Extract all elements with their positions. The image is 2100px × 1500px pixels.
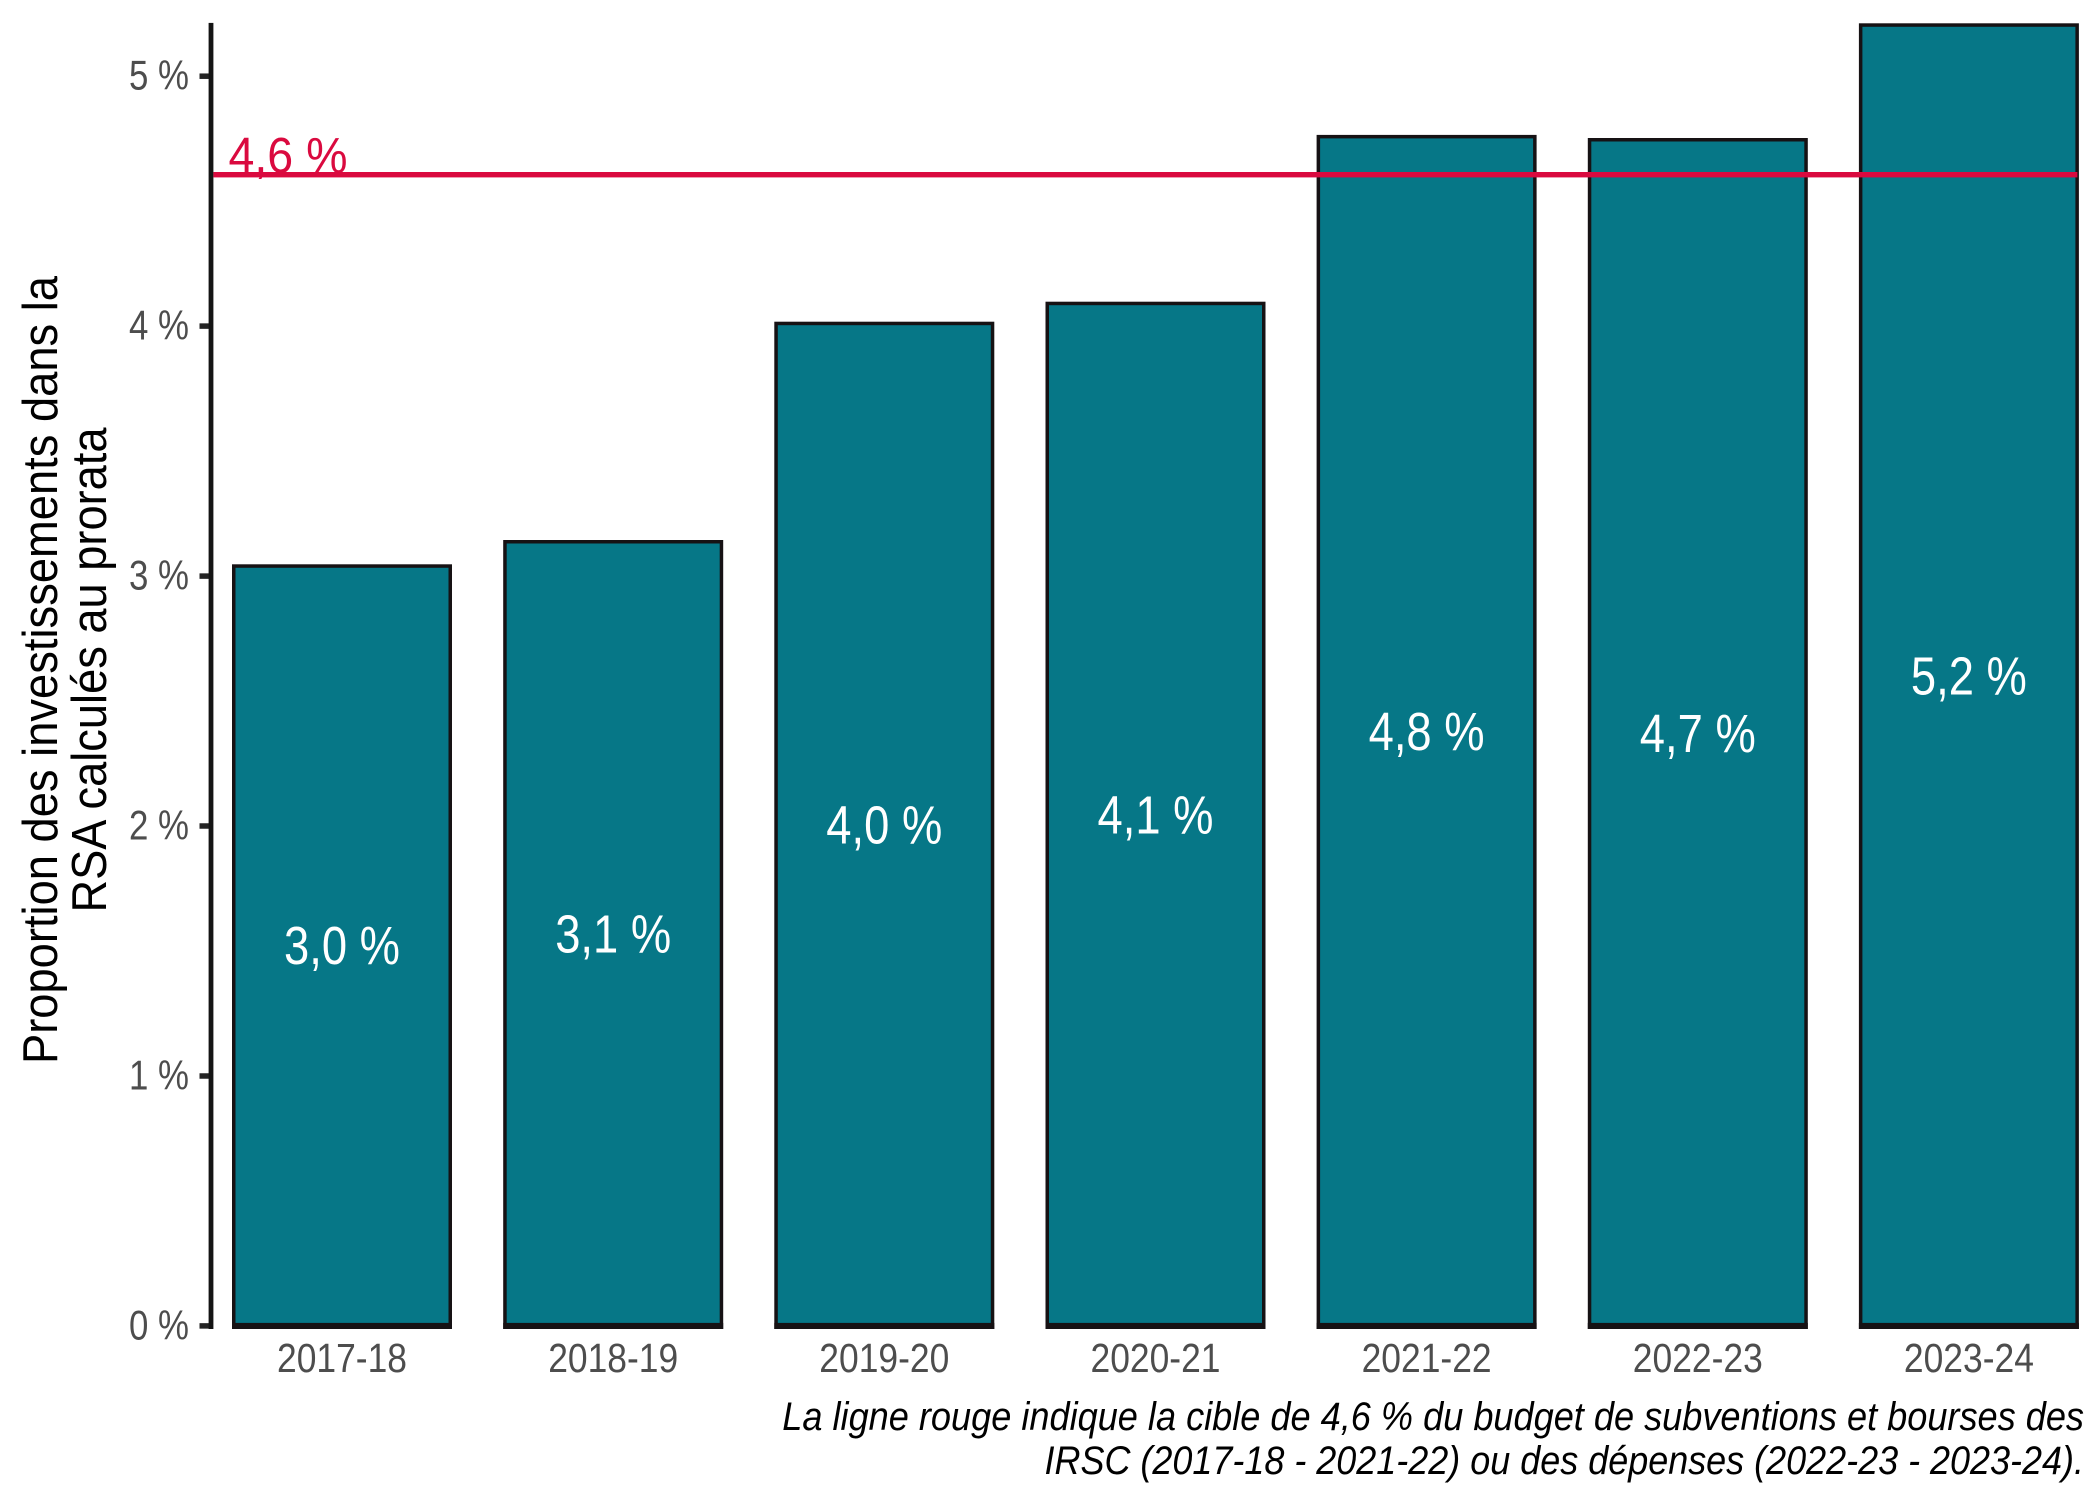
svg-text:5 %: 5 % xyxy=(129,52,189,99)
svg-text:4,1 %: 4,1 % xyxy=(1098,786,1214,846)
svg-text:3,1 %: 3,1 % xyxy=(555,905,671,965)
svg-text:1 %: 1 % xyxy=(129,1052,189,1099)
svg-text:2022-23: 2022-23 xyxy=(1633,1335,1763,1381)
svg-text:2020-21: 2020-21 xyxy=(1091,1335,1221,1381)
svg-text:4,0 %: 4,0 % xyxy=(826,795,942,855)
svg-text:3,0 %: 3,0 % xyxy=(284,916,400,976)
svg-text:2021-22: 2021-22 xyxy=(1362,1335,1492,1381)
svg-text:RSA calculés au prorata: RSA calculés au prorata xyxy=(63,427,117,913)
svg-text:IRSC (2017-18 - 2021-22) ou de: IRSC (2017-18 - 2021-22) ou des dépenses… xyxy=(1045,1439,2085,1483)
svg-text:4,6 %: 4,6 % xyxy=(229,128,348,184)
svg-text:2023-24: 2023-24 xyxy=(1904,1335,2034,1381)
svg-text:3 %: 3 % xyxy=(129,552,189,599)
svg-text:Proportion des investissements: Proportion des investissements dans la xyxy=(14,275,68,1064)
svg-text:4,8 %: 4,8 % xyxy=(1369,702,1485,762)
svg-text:5,2 %: 5,2 % xyxy=(1911,647,2027,707)
svg-text:La ligne rouge indique la cibl: La ligne rouge indique la cible de 4,6 %… xyxy=(782,1395,2084,1439)
svg-text:4,7 %: 4,7 % xyxy=(1640,704,1756,764)
svg-text:2018-19: 2018-19 xyxy=(548,1335,678,1381)
svg-text:0 %: 0 % xyxy=(129,1301,189,1348)
svg-text:2017-18: 2017-18 xyxy=(277,1335,407,1381)
svg-text:4 %: 4 % xyxy=(129,302,189,349)
svg-text:2 %: 2 % xyxy=(129,802,189,849)
svg-text:2019-20: 2019-20 xyxy=(819,1335,949,1381)
